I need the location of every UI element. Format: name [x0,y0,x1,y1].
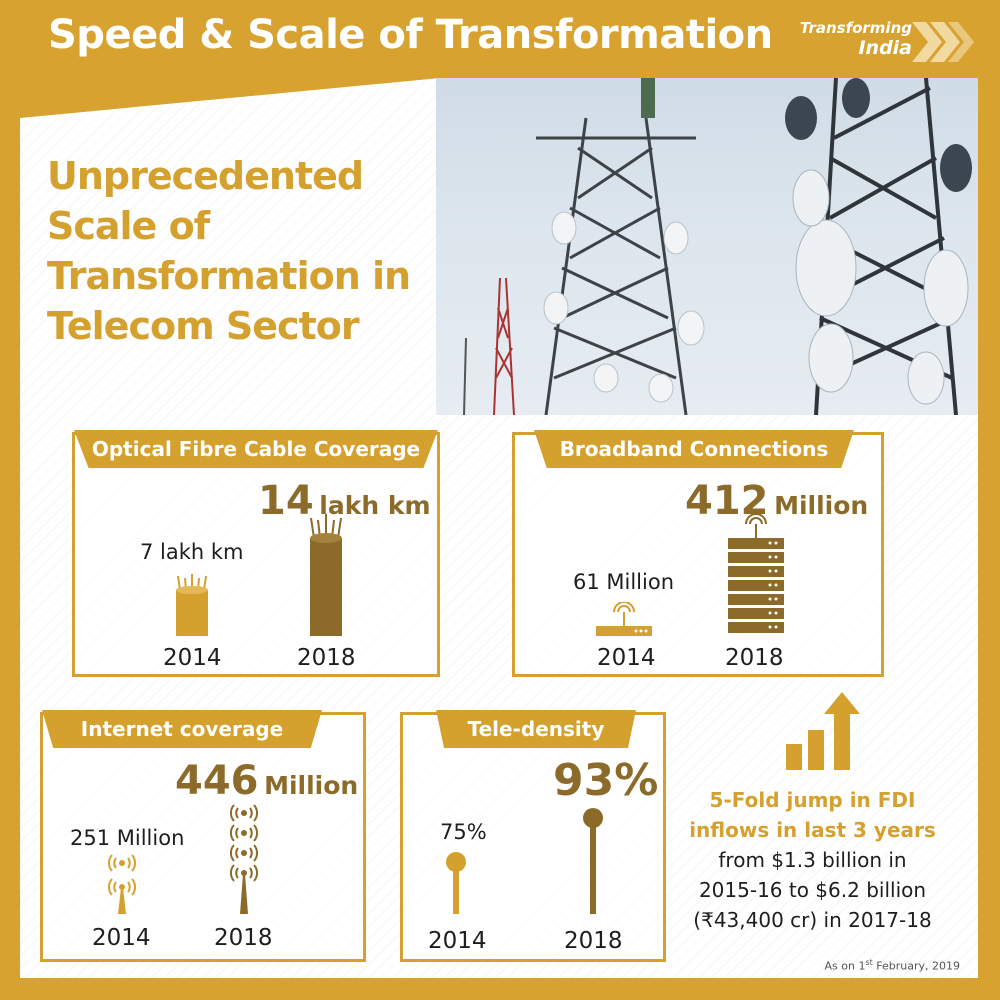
broadband-label: Broadband Connections [534,430,854,468]
footnote-sup: st [865,958,873,967]
fibre-cable-large-icon [310,514,342,636]
broadband-2018-number: 412 [685,478,769,524]
teledensity-2018-marker [583,808,603,914]
brand-line-1: Transforming [799,19,912,37]
teledensity-card [400,712,666,962]
brand-logo: Transforming India [794,18,974,64]
fdi-line-3: (₹43,400 cr) in 2017-18 [693,908,932,932]
internet-card [40,712,366,962]
teledensity-year-2014: 2014 [428,928,487,954]
optical-fibre-2014-value: 7 lakh km [140,540,244,564]
footnote-suffix: February, 2019 [872,959,960,973]
internet-year-2014: 2014 [92,925,151,951]
optical-fibre-year-2014: 2014 [163,645,222,671]
optical-fibre-year-2018: 2018 [297,645,356,671]
optical-fibre-2018-value: 14 lakh km [258,478,431,524]
chevrons-icon [912,22,974,62]
headline-line-2: Scale of [47,204,210,248]
broadband-card [512,432,884,677]
headline-line-4: Telecom Sector [47,304,360,348]
router-icon [596,602,652,636]
internet-2014-value: 251 Million [70,826,185,850]
teledensity-year-2018: 2018 [564,928,623,954]
teledensity-label: Tele-density [436,710,636,748]
signal-tower-large-icon [230,804,258,914]
headline-line-3: Transformation in [47,254,411,298]
telecom-towers-photo [436,78,978,415]
fdi-headline-2: inflows in last 3 years [689,818,936,842]
footnote: As on 1st February, 2019 [825,958,961,973]
page-title: Speed & Scale of Transformation [48,12,773,58]
fdi-headline-1: 5-Fold jump in FDI [709,788,916,812]
teledensity-2018-value: 93% [553,755,659,806]
fibre-cable-small-icon [176,574,208,636]
optical-fibre-2018-unit: lakh km [319,491,431,520]
internet-label: Internet coverage [42,710,322,748]
broadband-2018-value: 412 Million [685,478,868,524]
panel-notch [20,78,440,118]
footnote-prefix: As on 1 [824,959,866,973]
teledensity-2014-value: 75% [440,820,487,844]
optical-fibre-label: Optical Fibre Cable Coverage [74,430,438,468]
broadband-year-2014: 2014 [597,645,656,671]
internet-2018-value: 446 Million [175,758,358,804]
broadband-year-2018: 2018 [725,645,784,671]
broadband-2014-value: 61 Million [573,570,675,594]
headline: Unprecedented Scale of Transformation in… [47,151,437,351]
internet-year-2018: 2018 [214,925,273,951]
optical-fibre-2018-number: 14 [258,478,314,524]
internet-2018-number: 446 [175,758,259,804]
broadband-2018-unit: Million [774,491,869,520]
signal-tower-small-icon [108,854,136,914]
brand-line-2: India [858,37,912,59]
fdi-line-1: from $1.3 billion in [718,848,907,872]
growth-arrow-icon [786,692,860,770]
optical-fibre-card [72,432,440,677]
server-rack-icon [728,514,784,633]
internet-2018-unit: Million [264,771,359,800]
headline-line-1: Unprecedented [47,154,364,198]
teledensity-2014-marker [446,852,466,914]
fdi-line-2: 2015-16 to $6.2 billion [698,878,927,902]
